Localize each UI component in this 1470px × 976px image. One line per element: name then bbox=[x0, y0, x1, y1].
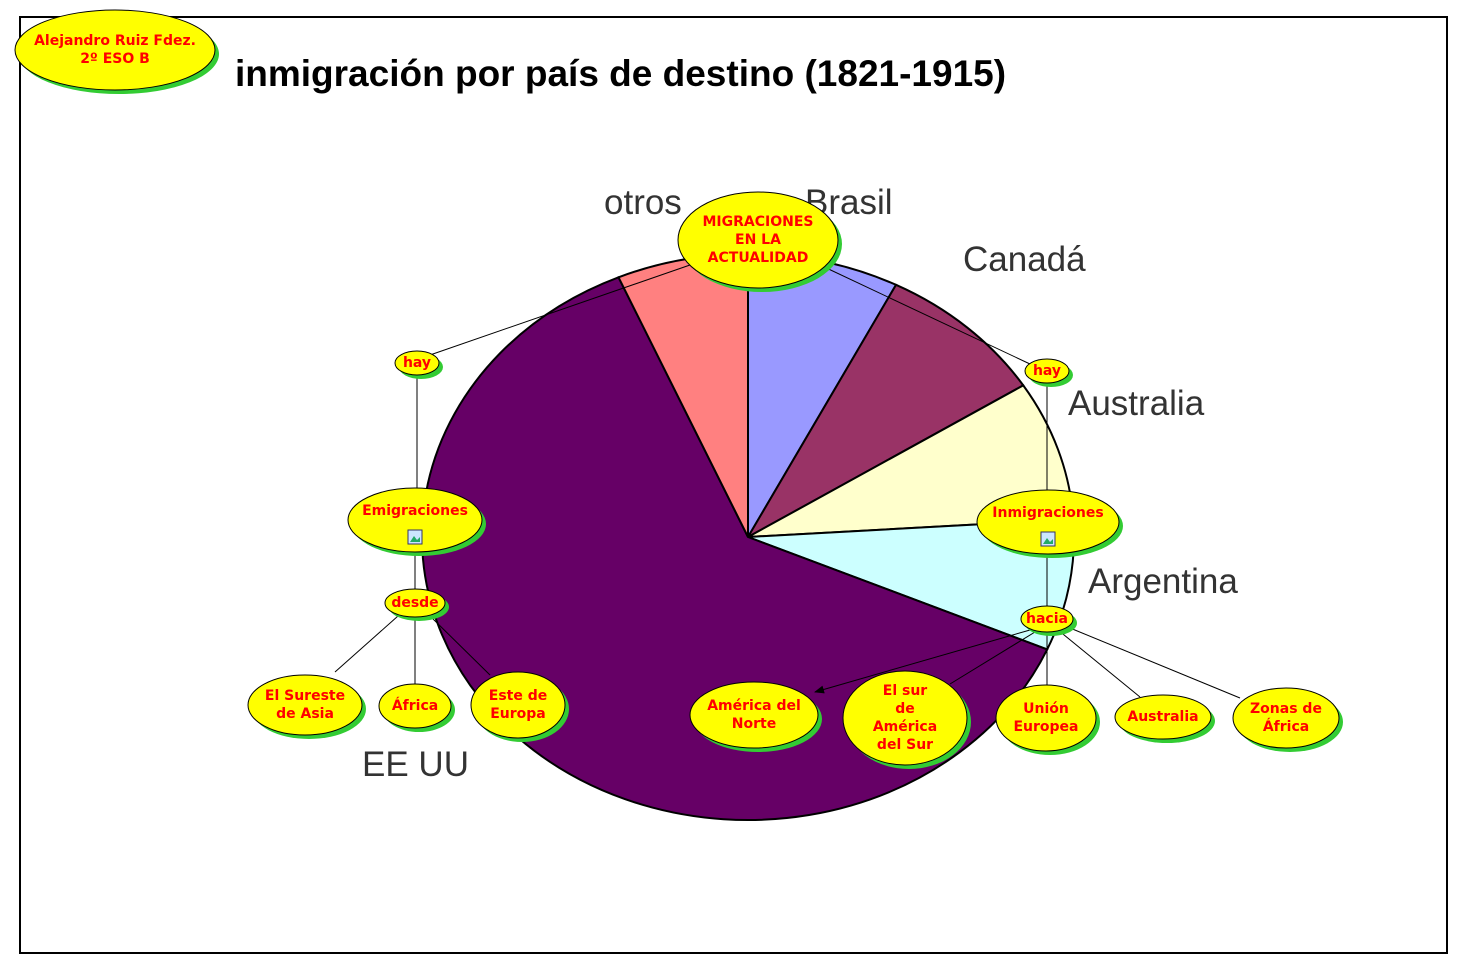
node-bubble bbox=[1114, 694, 1212, 740]
node-text: 2º ESO B bbox=[80, 51, 150, 67]
node-bubble bbox=[394, 350, 440, 376]
concept-node[interactable]: Alejandro Ruiz Fdez. 2º ESO B bbox=[14, 9, 219, 94]
concept-node[interactable]: desde bbox=[384, 588, 449, 621]
node-bubble bbox=[1024, 358, 1070, 384]
concept-node[interactable]: El Sureste de Asia bbox=[247, 674, 366, 739]
concept-node[interactable]: MIGRACIONES EN LA ACTUALIDAD bbox=[677, 191, 842, 292]
connector bbox=[1069, 627, 1241, 699]
concept-node[interactable]: Inmigraciones bbox=[976, 489, 1123, 558]
connector bbox=[334, 615, 399, 673]
connector bbox=[949, 631, 1036, 685]
node-text: Unión bbox=[1023, 701, 1069, 717]
connector bbox=[819, 264, 1031, 365]
node-text: Europa bbox=[490, 706, 546, 722]
concept-node[interactable]: Este de Europa bbox=[470, 671, 569, 742]
node-text: Inmigraciones bbox=[992, 505, 1103, 521]
node-text: América bbox=[873, 719, 937, 735]
node-text: hay bbox=[403, 355, 431, 371]
node-text: del Sur bbox=[877, 737, 933, 753]
concept-node[interactable]: América del Norte bbox=[689, 681, 822, 752]
node-bubble bbox=[1020, 605, 1074, 633]
node-bubble bbox=[378, 683, 452, 729]
concept-node[interactable]: El sur de América del Sur bbox=[842, 670, 971, 769]
concept-node[interactable]: África bbox=[378, 683, 455, 732]
node-text: Emigraciones bbox=[362, 503, 468, 519]
node-bubble bbox=[384, 588, 446, 618]
node-text: hacia bbox=[1026, 611, 1068, 627]
node-text: Zonas de bbox=[1250, 701, 1322, 717]
node-text: Norte bbox=[732, 716, 776, 732]
node-bubble bbox=[14, 9, 216, 91]
slice-label: Australia bbox=[1068, 384, 1205, 423]
node-text: África bbox=[1263, 718, 1309, 735]
node-bubble bbox=[347, 487, 483, 553]
nodes: Alejandro Ruiz Fdez. 2º ESO B MIGRACIONES E… bbox=[14, 9, 1343, 769]
node-text: Australia bbox=[1127, 709, 1198, 725]
connector bbox=[1057, 629, 1141, 698]
node-bubble bbox=[247, 674, 363, 736]
node-text: El Sureste bbox=[265, 688, 345, 704]
node-text: hay bbox=[1033, 363, 1061, 379]
node-icon-glyph bbox=[410, 536, 420, 542]
node-text: América del bbox=[707, 698, 801, 714]
node-text: desde bbox=[391, 595, 438, 611]
slice-label: Canadá bbox=[963, 240, 1086, 279]
slice-label: Argentina bbox=[1088, 562, 1238, 601]
concept-node[interactable]: hay bbox=[1024, 358, 1073, 387]
slice-label: EE UU bbox=[362, 745, 469, 784]
node-bubble bbox=[677, 191, 839, 289]
node-text: Alejandro Ruiz Fdez. bbox=[34, 33, 196, 49]
concept-node[interactable]: Australia bbox=[1114, 694, 1215, 743]
node-bubble bbox=[1232, 687, 1340, 749]
node-text: EN LA bbox=[735, 232, 781, 248]
chart-title: inmigración por país de destino (1821-19… bbox=[235, 53, 1006, 94]
node-text: El sur bbox=[883, 683, 928, 699]
node-text: ACTUALIDAD bbox=[708, 250, 809, 266]
node-bubble bbox=[470, 671, 566, 739]
concept-node[interactable]: hacia bbox=[1020, 605, 1077, 636]
node-text: MIGRACIONES bbox=[703, 214, 814, 230]
node-bubble bbox=[689, 681, 819, 749]
node-icon-glyph bbox=[1043, 538, 1053, 544]
node-text: Europea bbox=[1013, 719, 1078, 735]
node-bubble bbox=[842, 670, 968, 766]
pie-slice bbox=[745, 283, 1025, 540]
node-text: Este de bbox=[489, 688, 547, 704]
node-text: de bbox=[895, 701, 915, 717]
node-text: África bbox=[392, 697, 438, 714]
edges bbox=[334, 264, 1241, 699]
connector bbox=[429, 264, 691, 356]
concept-node[interactable]: hay bbox=[394, 350, 443, 379]
node-bubble bbox=[995, 684, 1097, 752]
slice-label: otros bbox=[604, 183, 682, 222]
connector bbox=[429, 615, 491, 676]
concept-node[interactable]: Unión Europea bbox=[995, 684, 1100, 755]
concept-node[interactable]: Emigraciones bbox=[347, 487, 486, 556]
node-bubble bbox=[976, 489, 1120, 555]
connector bbox=[814, 629, 1031, 694]
node-text: de Asia bbox=[276, 706, 334, 722]
